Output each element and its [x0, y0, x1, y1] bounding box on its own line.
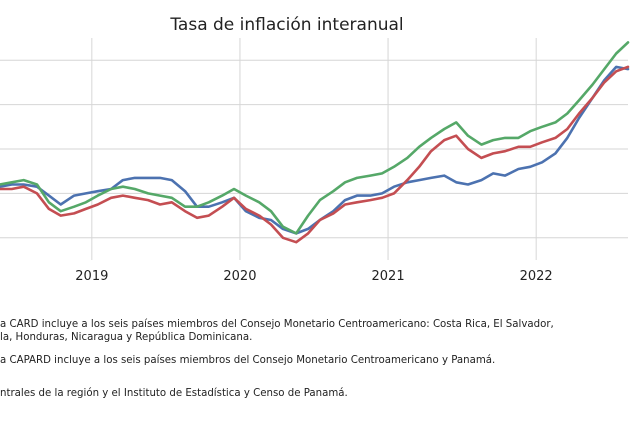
chart-title: Tasa de inflación interanual [169, 15, 403, 35]
series-line-3 [0, 41, 630, 235]
footnotes: a CARD incluye a los seis países miembro… [0, 318, 640, 400]
x-tick-label: 2021 [372, 269, 405, 284]
footnote-line-4: ntrales de la región y el Instituto de E… [0, 388, 348, 399]
inflation-chart: Tasa de inflación interanual 2019 2020 202… [0, 15, 630, 284]
footnote-line-3: a CAPARD incluye a los seis países miemb… [0, 355, 496, 366]
series-lines [0, 41, 630, 244]
x-tick-labels: 2019 2020 2021 2022 [75, 269, 552, 284]
footnote-line-1: a CARD incluye a los seis países miembro… [0, 319, 554, 330]
footnote-line-2: la, Honduras, Nicaragua y República Domi… [0, 332, 253, 343]
series-line-2 [0, 65, 630, 244]
x-tick-label: 2020 [223, 269, 256, 284]
series-line-1 [0, 65, 630, 235]
x-tick-label: 2019 [75, 269, 108, 284]
x-tick-label: 2022 [520, 269, 553, 284]
